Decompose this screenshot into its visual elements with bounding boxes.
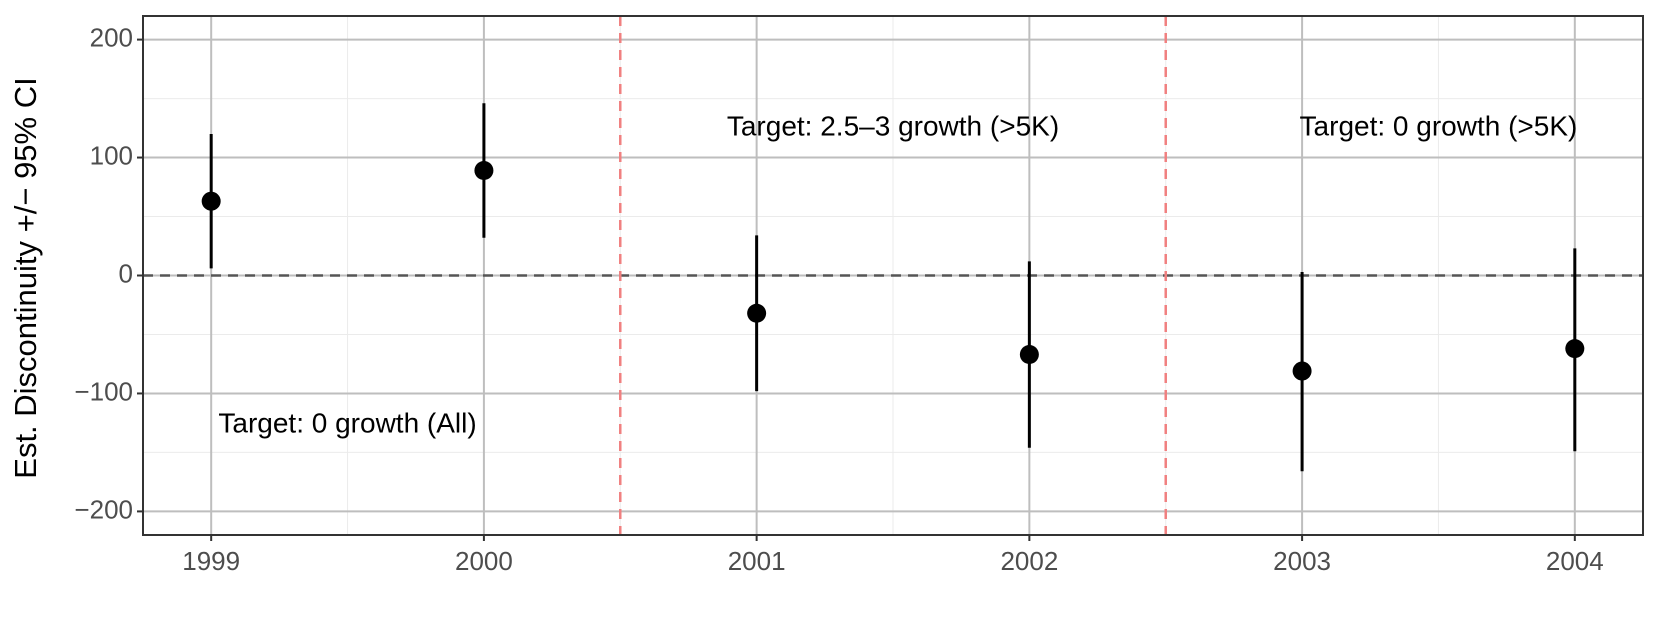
x-tick-label: 2002 xyxy=(1000,546,1058,576)
x-tick-label: 1999 xyxy=(182,546,240,576)
point xyxy=(474,161,494,181)
y-tick-label: 0 xyxy=(119,258,133,288)
point xyxy=(1019,345,1039,365)
y-tick-label: 100 xyxy=(90,140,133,170)
point xyxy=(201,191,221,211)
point xyxy=(747,303,767,323)
point xyxy=(1292,361,1312,381)
panel-border xyxy=(142,15,1644,536)
annotation: Target: 2.5–3 growth (>5K) xyxy=(727,110,1059,141)
x-tick-label: 2000 xyxy=(455,546,513,576)
y-tick-label: −200 xyxy=(74,494,133,524)
y-axis-label: Est. Discontinuity +/− 95% CI xyxy=(8,77,43,478)
y-tick-label: −100 xyxy=(74,376,133,406)
x-tick-label: 2003 xyxy=(1273,546,1331,576)
annotation: Target: 0 growth (>5K) xyxy=(1300,110,1578,141)
annotation: Target: 0 growth (All) xyxy=(218,408,476,439)
x-tick-label: 2004 xyxy=(1546,546,1604,576)
point xyxy=(1565,339,1585,359)
x-tick-label: 2001 xyxy=(728,546,786,576)
y-tick-label: 200 xyxy=(90,22,133,52)
